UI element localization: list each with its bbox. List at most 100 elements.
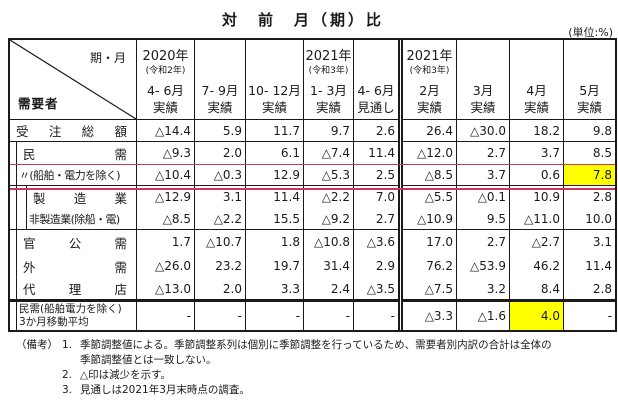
value-cell: - [390,309,395,323]
value-cell: 11.4 [585,259,612,273]
corner-label-period-month: 期・月 [89,51,126,65]
value-cell: 2.8 [592,190,612,204]
column-header-line: 2020年 [142,49,189,64]
value-cell: - [137,302,195,330]
value-cell: △11.0 [510,208,564,230]
value-cell: △7.5 [403,278,457,302]
value-cell: 3.7 [457,164,510,186]
value-cell: 7.0 [375,190,395,204]
value-cell: - [246,302,304,330]
column-header: 4月 実績 [510,40,564,120]
value-cell: 2.0 [195,278,246,302]
value-cell: 26.4 [403,120,457,142]
value-cell: △5.5 [403,186,457,208]
value-cell: 11.4 [246,186,304,208]
value-cell: △10.7 [195,230,246,254]
notes: （備考） 1. 季節調整値による。季節調整系列は個別に季節調整を行っているため、需要… [16,338,616,398]
value-cell: 2.0 [195,142,246,164]
column-header-line: 2月 [419,83,440,98]
value-cell: △1.6 [457,302,510,330]
note-line: （備考） 1. 季節調整値による。季節調整系列は個別に季節調整を行っているため、需要… [16,339,552,351]
value-cell: 19.7 [246,254,304,278]
value-cell: 76.2 [403,254,457,278]
value-cell: 17.0 [403,230,457,254]
column-header-line: 2021年 [406,49,453,64]
value-cell: 11.7 [246,120,304,142]
column-header-line: 実績 [207,100,233,115]
value-cell: 3.1 [592,235,612,249]
column-header-line: 3月 [472,83,494,98]
corner-cell: 期・月 需要者 [10,40,137,120]
column-header-line: 実績 [261,100,287,115]
value-cell: 1.8 [246,230,304,254]
value-cell: 3.1 [195,186,246,208]
column-header-line: 4月 [526,83,547,98]
row-label: 民需(船舶電力を除く) 3か月移動平均 [17,302,137,330]
value-cell: 0.6 [510,164,564,186]
value-cell: △53.9 [457,254,510,278]
column-header-line: 実績 [576,100,602,115]
value-cell: 2.7 [457,230,510,254]
value-cell: 3.3 [246,278,304,302]
indent-strip [10,230,17,254]
value-cell: 10.0 [564,208,615,230]
value-cell: △2.2 [304,186,354,208]
unit-label: (単位:%) [568,26,613,39]
column-header-line: 7- 9月 [201,83,239,98]
column-header: 7- 9月実績 [195,40,246,120]
value-cell: 2.7 [354,208,398,230]
diagonal-line [10,40,136,119]
value-cell: △10.4 [137,164,195,186]
value-cell: 10.9 [510,186,564,208]
value-cell: △10.8 [304,230,354,254]
value-cell: 5.9 [195,120,246,142]
value-cell: 1.7 [137,230,195,254]
value-cell: △9.3 [137,142,195,164]
column-header-line: 5月 [579,83,600,98]
value-cell: 18.2 [510,120,564,142]
note-line: 2. △印は減少を示す。 [62,369,172,381]
column-header: 2020年 (令和2年) 4- 6月 実績 [137,40,195,120]
value-cell: 2.7 [457,142,510,164]
value-cell: 12.9 [246,164,304,186]
column-header: 10- 12月 実績 [246,40,304,120]
value-cell: 9.5 [457,208,510,230]
column-header-line: (令和3年) [409,66,450,76]
double-line-divider [398,40,403,330]
note-line: 季節調整値とは一致しない。 [80,354,217,366]
indent-strip [17,208,27,230]
corner-label-demander: 需要者 [18,96,59,111]
indent-strip [10,208,17,230]
value-cell: △7.4 [304,142,354,164]
column-header: 3月実績 [457,40,510,120]
indent-strip [10,164,17,186]
value-cell: - [607,309,612,323]
column-header-line: (令和3年) [308,66,349,76]
value-cell: △3.6 [366,235,395,249]
column-header-line: 2021年 [305,49,352,64]
column-header-line: 実績 [470,100,496,115]
indent-strip [10,254,17,278]
column-header: 2021年 (令和3年) 1- 3月 実績 [304,40,354,120]
value-cell: 4.0 [510,302,564,330]
page-title: 対 前 月（期）比 [221,11,384,29]
indent-strip [10,142,17,164]
value-cell: △5.3 [304,164,354,186]
value-cell: △2.7 [510,230,564,254]
value-cell: - [195,302,246,330]
value-cell: △0.1 [457,186,510,208]
indent-strip [10,186,17,208]
value-cell: 15.5 [246,208,304,230]
column-header-line: (令和2年) [145,66,186,76]
row-label: 外需 [17,254,137,278]
value-cell: △3.5 [354,278,398,302]
value-cell: △30.0 [457,120,510,142]
note-line: 3. 見通しは2021年3月末時点の調査。 [62,384,250,396]
row-label: 代理店 [17,278,137,302]
value-cell: 7.8 [564,164,615,186]
value-cell: △3.3 [403,302,457,330]
value-cell: 2.8 [564,278,615,302]
row-label: 製造業 [27,186,137,208]
column-header-line: 実績 [416,100,442,115]
